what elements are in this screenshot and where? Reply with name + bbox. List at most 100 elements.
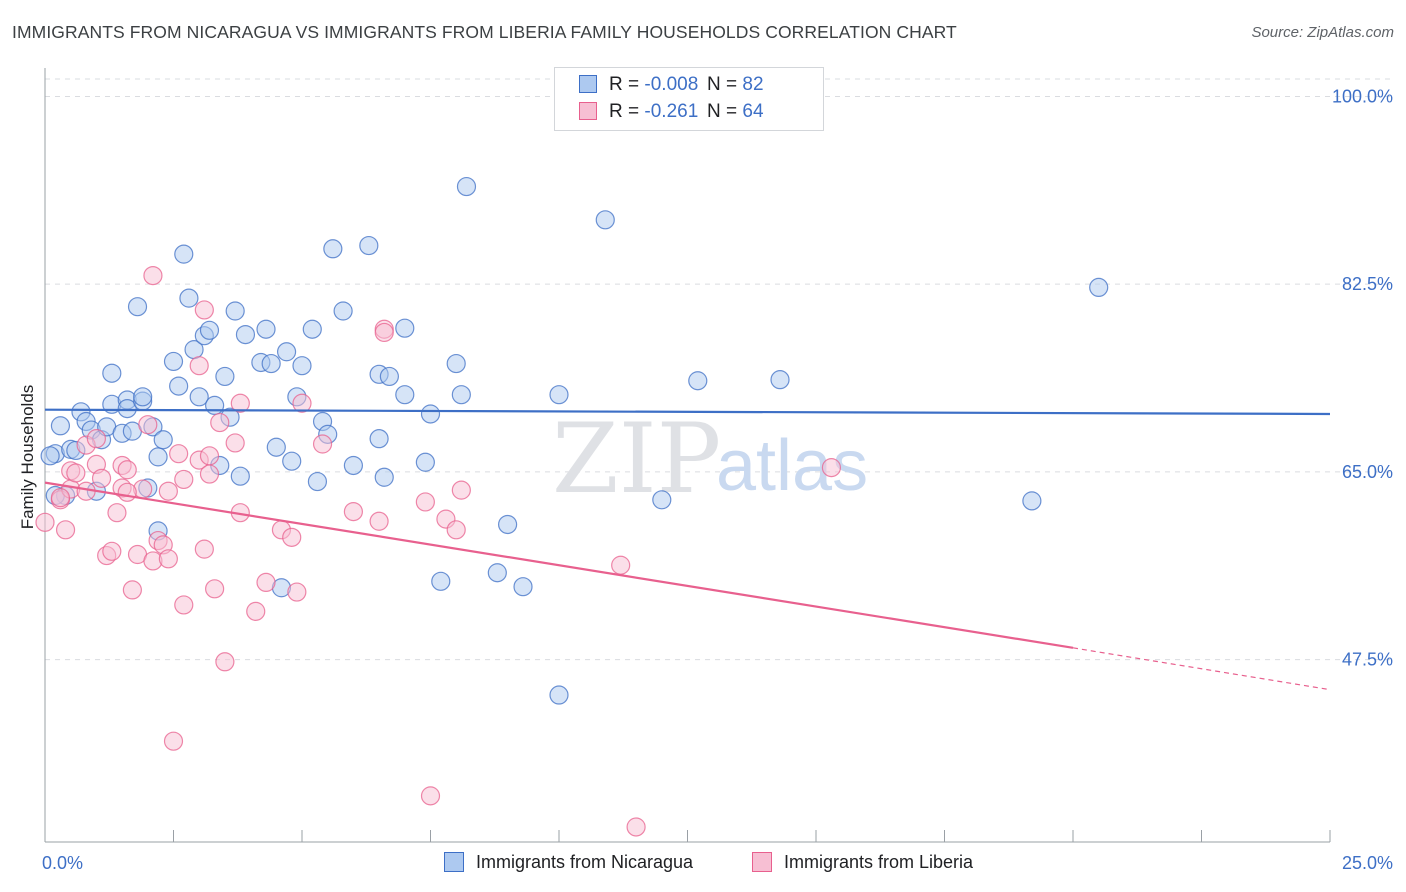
- point-nicaragua-81: [133, 387, 153, 407]
- point-nicaragua-37: [230, 466, 250, 486]
- point-nicaragua-44: [276, 342, 297, 362]
- legend-nicaragua-swatch: [444, 852, 464, 872]
- n-label: N =: [707, 101, 738, 122]
- point-nicaragua-27: [179, 288, 199, 308]
- point-nicaragua-60: [395, 385, 415, 405]
- point-nicaragua-72: [549, 385, 569, 405]
- point-nicaragua-11: [102, 363, 122, 383]
- liberia-r-value: -0.261: [644, 101, 699, 122]
- point-nicaragua-69: [498, 514, 518, 535]
- nicaragua-n-value: 82: [742, 74, 764, 95]
- point-liberia-33: [194, 539, 214, 559]
- point-nicaragua-59: [379, 366, 399, 387]
- point-liberia-9: [86, 429, 107, 449]
- point-liberia-46: [287, 582, 307, 602]
- point-liberia-10: [91, 468, 112, 488]
- point-liberia-27: [163, 731, 184, 751]
- point-nicaragua-73: [595, 210, 615, 230]
- point-liberia-37: [210, 412, 230, 433]
- point-liberia-26: [158, 481, 178, 501]
- point-nicaragua-34: [215, 366, 235, 387]
- nicaragua-r-value: -0.008: [644, 74, 699, 95]
- point-liberia-36: [205, 579, 225, 599]
- point-liberia-50: [369, 511, 389, 531]
- point-nicaragua-68: [487, 563, 507, 583]
- y-tick-label-1: 65.0%: [1342, 462, 1393, 482]
- y-tick-labels: 47.5% 65.0% 82.5% 100.0%: [1332, 86, 1393, 669]
- point-nicaragua-79: [40, 446, 60, 466]
- point-nicaragua-64: [431, 571, 451, 591]
- point-nicaragua-26: [174, 244, 194, 264]
- source-label: Source: ZipAtlas.com: [1251, 24, 1394, 41]
- point-nicaragua-66: [451, 385, 471, 405]
- point-liberia-56: [451, 480, 471, 500]
- point-nicaragua-49: [307, 471, 328, 492]
- point-nicaragua-71: [549, 685, 569, 705]
- watermark-atlas: atlas: [716, 426, 868, 506]
- stats-legend: R = -0.008 N = 82 R = -0.261 N = 64: [554, 67, 824, 131]
- point-liberia-16: [117, 460, 137, 480]
- x-tick-label-0: 0.0%: [42, 853, 83, 873]
- point-nicaragua-55: [359, 235, 379, 256]
- y-tick-label-3: 100.0%: [1332, 86, 1393, 106]
- r-label: R =: [609, 74, 640, 95]
- legend-nicaragua-label: Immigrants from Nicaragua: [476, 852, 694, 872]
- x-tick-labels: 0.0% 25.0%: [42, 853, 1393, 873]
- point-nicaragua-78: [1089, 277, 1109, 297]
- point-liberia-63: [374, 322, 394, 343]
- point-nicaragua-15: [117, 399, 137, 419]
- point-liberia-30: [174, 469, 194, 490]
- point-nicaragua-31: [199, 320, 220, 340]
- x-tick-label-1: 25.0%: [1342, 853, 1393, 873]
- chart-title: IMMIGRANTS FROM NICARAGUA VS IMMIGRANTS …: [12, 22, 957, 42]
- point-nicaragua-23: [153, 430, 173, 450]
- point-liberia-13: [107, 503, 127, 523]
- point-nicaragua-74: [652, 490, 672, 510]
- point-nicaragua-58: [374, 467, 394, 487]
- point-nicaragua-54: [343, 455, 363, 476]
- point-nicaragua-24: [163, 351, 184, 372]
- y-tick-label-2: 82.5%: [1342, 274, 1393, 294]
- point-liberia-57: [611, 555, 631, 575]
- point-liberia-53: [420, 786, 441, 806]
- n-label: N =: [707, 74, 738, 95]
- point-nicaragua-36: [225, 301, 245, 321]
- point-liberia-29: [174, 595, 194, 615]
- point-nicaragua-75: [688, 371, 708, 391]
- point-liberia-52: [415, 492, 435, 512]
- point-nicaragua-63: [420, 404, 441, 424]
- point-nicaragua-61: [395, 318, 415, 338]
- legend-liberia-swatch: [752, 852, 772, 872]
- point-nicaragua-48: [302, 319, 322, 339]
- point-nicaragua-77: [1022, 491, 1042, 511]
- watermark: ZIP atlas: [552, 403, 868, 515]
- point-nicaragua-22: [148, 447, 168, 467]
- point-nicaragua-52: [323, 239, 343, 259]
- point-nicaragua-62: [415, 452, 435, 472]
- point-nicaragua-57: [369, 429, 389, 449]
- point-nicaragua-17: [127, 297, 148, 317]
- point-liberia-39: [225, 433, 245, 453]
- point-liberia-47: [292, 393, 312, 413]
- series-legend: Immigrants from Nicaragua Immigrants fro…: [0, 850, 1406, 878]
- point-liberia-19: [133, 479, 153, 499]
- point-liberia-58: [626, 817, 646, 837]
- y-axis-label: Family Households: [18, 385, 37, 530]
- point-liberia-31: [189, 356, 209, 376]
- point-liberia-45: [282, 527, 302, 547]
- point-liberia-12: [102, 541, 122, 561]
- point-liberia-21: [143, 266, 163, 286]
- point-liberia-49: [343, 502, 363, 522]
- trend-line-liberia-extension: [1072, 647, 1331, 691]
- point-liberia-35: [199, 446, 220, 466]
- watermark-zip: ZIP: [552, 403, 721, 515]
- point-liberia-43: [256, 572, 276, 593]
- point-nicaragua-47: [292, 356, 312, 376]
- point-liberia-40: [230, 393, 250, 413]
- point-liberia-17: [122, 580, 142, 600]
- point-nicaragua-25: [169, 376, 189, 396]
- legend-item-nicaragua: Immigrants from Nicaragua: [444, 852, 693, 873]
- liberia-swatch: [579, 102, 597, 120]
- trend-line-liberia: [44, 481, 1074, 649]
